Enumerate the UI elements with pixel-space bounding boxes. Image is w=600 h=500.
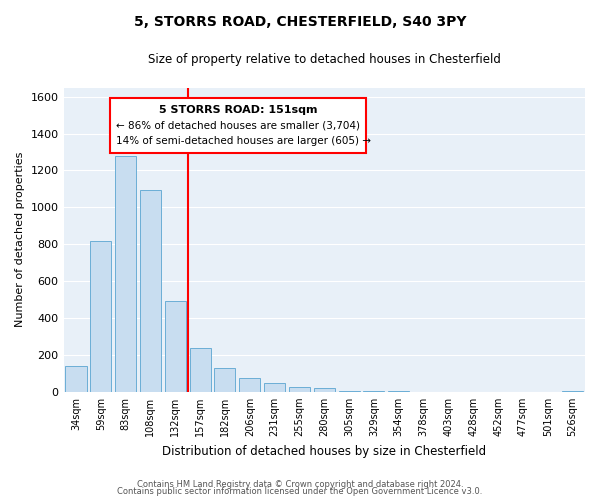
Text: 5 STORRS ROAD: 151sqm: 5 STORRS ROAD: 151sqm [159,105,317,115]
Text: Contains public sector information licensed under the Open Government Licence v3: Contains public sector information licen… [118,487,482,496]
X-axis label: Distribution of detached houses by size in Chesterfield: Distribution of detached houses by size … [162,444,487,458]
Bar [190,348,211,392]
Bar [65,366,86,392]
Bar [90,242,112,392]
Text: ← 86% of detached houses are smaller (3,704): ← 86% of detached houses are smaller (3,… [116,120,359,130]
Text: Contains HM Land Registry data © Crown copyright and database right 2024.: Contains HM Land Registry data © Crown c… [137,480,463,489]
Bar [165,302,186,392]
Text: 5, STORRS ROAD, CHESTERFIELD, S40 3PY: 5, STORRS ROAD, CHESTERFIELD, S40 3PY [134,15,466,29]
Title: Size of property relative to detached houses in Chesterfield: Size of property relative to detached ho… [148,52,501,66]
Bar [314,388,335,392]
Bar [239,378,260,392]
Bar [214,368,235,392]
Bar [289,387,310,392]
Y-axis label: Number of detached properties: Number of detached properties [15,152,25,328]
Bar [140,190,161,392]
FancyBboxPatch shape [110,98,366,153]
Text: 14% of semi-detached houses are larger (605) →: 14% of semi-detached houses are larger (… [116,136,371,146]
Bar [115,156,136,392]
Bar [264,383,285,392]
Bar [338,391,359,392]
